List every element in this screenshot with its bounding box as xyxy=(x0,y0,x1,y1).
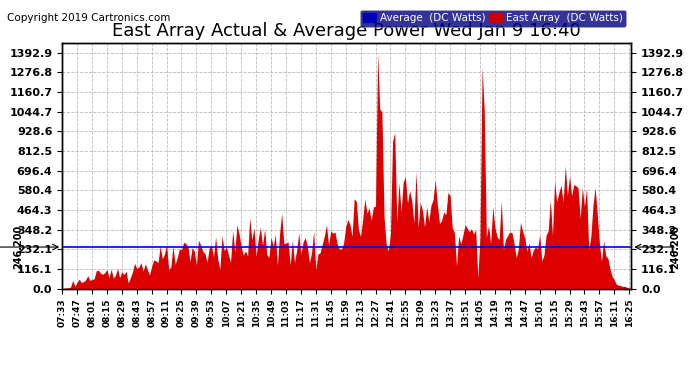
Title: East Array Actual & Average Power Wed Jan 9 16:40: East Array Actual & Average Power Wed Ja… xyxy=(112,22,581,40)
Text: 246.200: 246.200 xyxy=(13,225,23,269)
Text: Copyright 2019 Cartronics.com: Copyright 2019 Cartronics.com xyxy=(7,13,170,23)
Text: 246.200: 246.200 xyxy=(670,225,680,269)
Legend: Average  (DC Watts), East Array  (DC Watts): Average (DC Watts), East Array (DC Watts… xyxy=(360,10,626,27)
